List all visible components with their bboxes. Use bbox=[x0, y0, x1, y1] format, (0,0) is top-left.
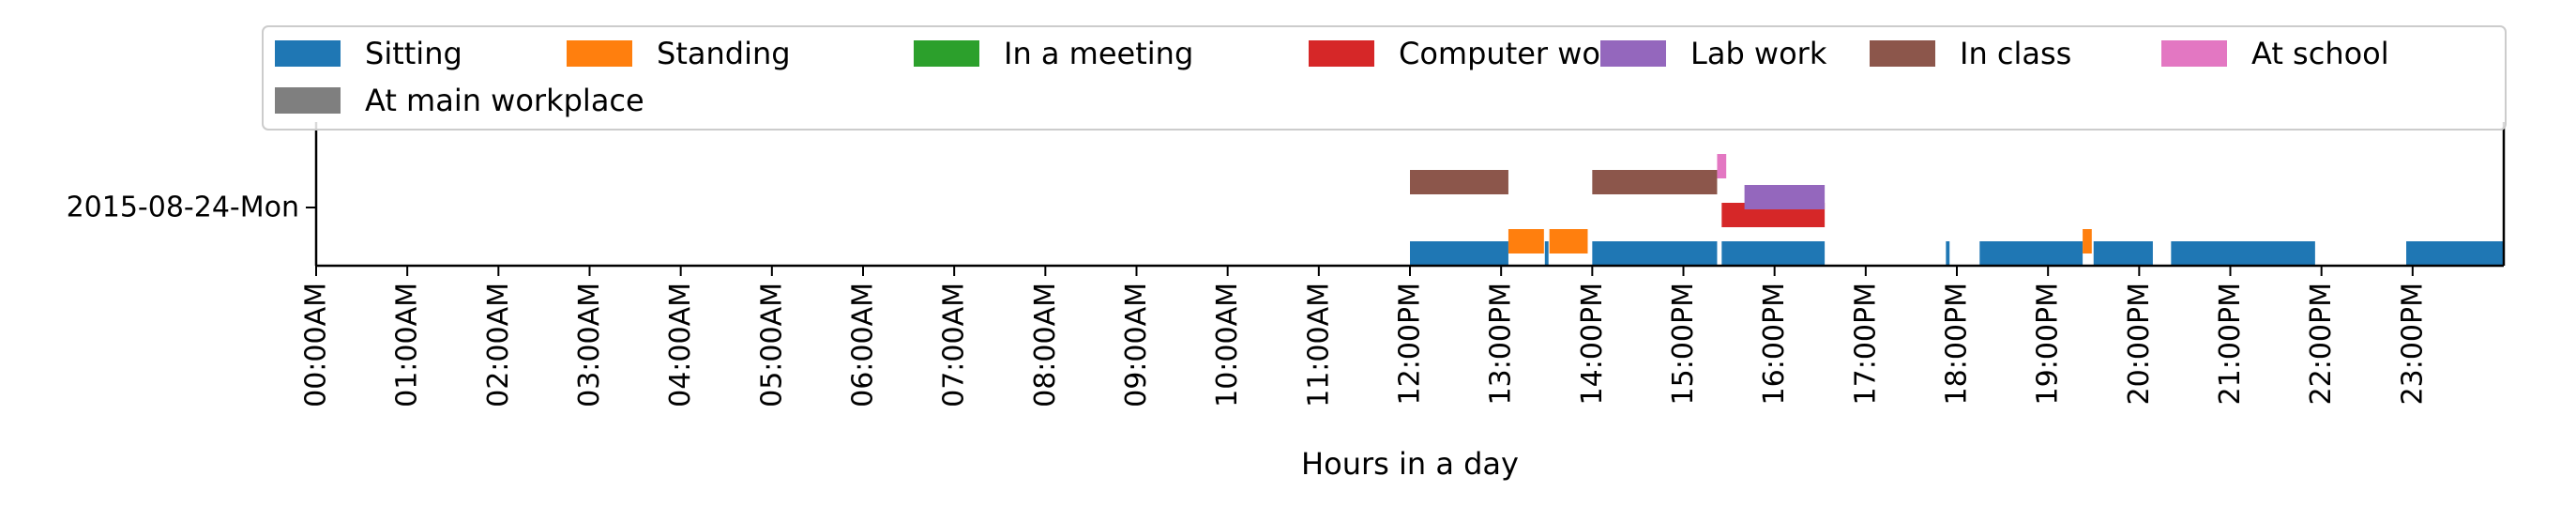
legend-item: Sitting bbox=[275, 36, 462, 71]
activity-bar-sitting bbox=[1410, 241, 1508, 266]
activity-bar-sitting bbox=[1544, 241, 1549, 266]
activity-bar-sitting bbox=[2171, 241, 2315, 266]
activity-bar-sitting bbox=[1592, 241, 1718, 266]
legend-label: Standing bbox=[657, 36, 791, 71]
x-tick-label: 13:00PM bbox=[1485, 283, 1518, 405]
legend-swatch bbox=[567, 40, 632, 67]
legend-swatch bbox=[275, 87, 341, 114]
activity-bar-lab-work bbox=[1744, 185, 1826, 209]
legend-swatch bbox=[914, 40, 979, 67]
legend-label: At main workplace bbox=[365, 83, 644, 118]
activity-bar-in-class bbox=[1410, 170, 1508, 194]
x-tick-label: 23:00PM bbox=[2396, 283, 2429, 405]
legend-swatch bbox=[1309, 40, 1374, 67]
legend-frame bbox=[262, 25, 2507, 131]
activity-bar-standing bbox=[2083, 229, 2092, 254]
x-tick-label: 01:00AM bbox=[391, 283, 424, 407]
activity-bar-standing bbox=[1508, 229, 1544, 254]
x-tick-label: 18:00PM bbox=[1941, 283, 1974, 405]
legend-label: In a meeting bbox=[1004, 36, 1193, 71]
activity-bar-sitting bbox=[2406, 241, 2504, 266]
x-tick-label: 04:00AM bbox=[664, 283, 697, 407]
activity-bar-standing bbox=[1549, 229, 1588, 254]
x-tick-label: 05:00AM bbox=[755, 283, 788, 407]
legend: Sitting Standing In a meeting Computer work… bbox=[262, 25, 2507, 131]
legend-swatch bbox=[1600, 40, 1666, 67]
legend-swatch bbox=[2161, 40, 2227, 67]
x-tick-label: 17:00PM bbox=[1849, 283, 1882, 405]
x-tick-label: 08:00AM bbox=[1029, 283, 1062, 407]
x-axis-ticks: 00:00AM 01:00AM 02:00AM 03:00AM 04:00AM 05:00… bbox=[300, 266, 2429, 407]
x-tick-label: 19:00PM bbox=[2032, 283, 2065, 405]
x-tick-label: 16:00PM bbox=[1758, 283, 1791, 405]
x-tick-label: 15:00PM bbox=[1667, 283, 1700, 405]
legend-label: Sitting bbox=[365, 36, 462, 71]
x-tick-label: 11:00AM bbox=[1302, 283, 1335, 407]
x-tick-label: 07:00AM bbox=[938, 283, 971, 407]
legend-swatch bbox=[1870, 40, 1935, 67]
plot-area bbox=[1410, 154, 2504, 266]
activity-bar-sitting bbox=[2093, 241, 2153, 266]
y-axis-tick-label: 2015-08-24-Mon bbox=[67, 192, 299, 224]
x-tick-label: 22:00PM bbox=[2305, 283, 2338, 405]
x-axis-label: Hours in a day bbox=[1301, 446, 1519, 482]
x-tick-label: 00:00AM bbox=[300, 283, 333, 407]
activity-bar-sitting bbox=[1721, 241, 1826, 266]
legend-label: Computer work bbox=[1399, 36, 1630, 71]
x-tick-label: 03:00AM bbox=[573, 283, 606, 407]
activity-bar-in-class bbox=[1592, 170, 1718, 194]
x-tick-label: 20:00PM bbox=[2123, 283, 2156, 405]
x-tick-label: 14:00PM bbox=[1576, 283, 1609, 405]
y-axis: 2015-08-24-Mon bbox=[67, 192, 316, 224]
legend-item: At school bbox=[2161, 36, 2389, 71]
legend-label: At school bbox=[2251, 36, 2389, 71]
x-tick-label: 09:00AM bbox=[1120, 283, 1153, 407]
activity-bar-sitting bbox=[1946, 241, 1950, 266]
x-tick-label: 02:00AM bbox=[482, 283, 515, 407]
legend-item: Standing bbox=[567, 36, 791, 71]
x-tick-label: 21:00PM bbox=[2214, 283, 2247, 405]
legend-label: Lab work bbox=[1690, 36, 1827, 71]
activity-bar-sitting bbox=[1979, 241, 2084, 266]
activity-bar-at-school bbox=[1717, 154, 1727, 178]
legend-item: In class bbox=[1870, 36, 2071, 71]
x-tick-label: 06:00AM bbox=[847, 283, 880, 407]
x-tick-label: 12:00PM bbox=[1394, 283, 1427, 405]
legend-label: In class bbox=[1960, 36, 2071, 71]
legend-item: At main workplace bbox=[275, 83, 644, 118]
legend-item: Computer work bbox=[1309, 36, 1630, 71]
legend-swatch bbox=[275, 40, 341, 67]
x-tick-label: 10:00AM bbox=[1211, 283, 1244, 407]
legend-item: In a meeting bbox=[914, 36, 1193, 71]
legend-item: Lab work bbox=[1600, 36, 1827, 71]
